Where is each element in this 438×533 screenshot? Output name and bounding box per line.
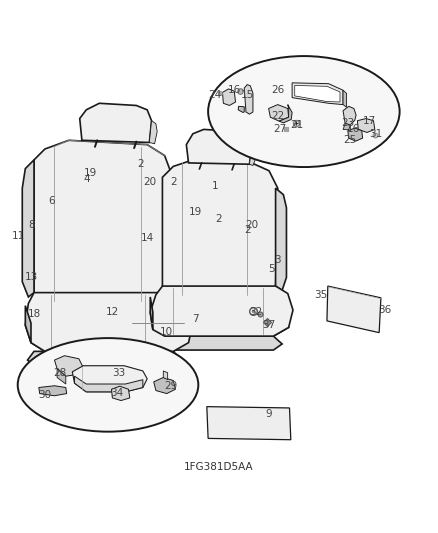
Polygon shape [28,351,180,366]
Polygon shape [34,140,171,303]
Text: 1: 1 [212,181,218,191]
Text: 2: 2 [138,159,144,169]
Text: 12: 12 [106,307,119,317]
Polygon shape [151,336,282,350]
Polygon shape [348,128,363,141]
Polygon shape [154,377,176,393]
Polygon shape [357,118,375,133]
Text: 6: 6 [48,196,55,206]
Polygon shape [268,104,289,121]
Text: 23: 23 [341,118,354,128]
Text: 2: 2 [244,224,251,235]
Text: 16: 16 [347,124,360,134]
Polygon shape [250,147,256,166]
Text: 9: 9 [266,409,272,419]
Polygon shape [117,295,199,347]
Polygon shape [22,160,34,297]
Polygon shape [343,90,346,107]
Polygon shape [163,371,168,379]
Text: 15: 15 [240,90,254,100]
Polygon shape [162,160,278,297]
Ellipse shape [18,338,198,432]
Text: 19: 19 [84,168,97,178]
Text: 32: 32 [249,307,263,317]
Text: 13: 13 [25,272,39,282]
Polygon shape [112,386,130,400]
Polygon shape [149,120,157,144]
Text: 20: 20 [245,220,258,230]
Text: 2: 2 [215,214,223,224]
Polygon shape [223,89,236,106]
Polygon shape [57,369,66,384]
Text: 4: 4 [83,174,89,184]
Polygon shape [74,376,143,392]
Text: 8: 8 [28,220,35,230]
Text: 21: 21 [291,120,304,130]
Polygon shape [25,305,31,343]
Polygon shape [238,107,244,112]
Polygon shape [244,85,253,114]
Polygon shape [31,314,188,351]
Polygon shape [327,286,381,333]
Text: 3: 3 [275,255,281,265]
Text: 19: 19 [188,207,201,217]
Text: 24: 24 [208,90,221,100]
Text: 33: 33 [112,368,126,378]
Polygon shape [343,124,350,130]
Polygon shape [150,286,293,336]
Text: 5: 5 [268,264,275,273]
Text: 18: 18 [28,309,41,319]
Polygon shape [276,188,286,290]
Text: 25: 25 [343,135,356,146]
Polygon shape [80,103,152,142]
Polygon shape [150,297,153,329]
Polygon shape [295,85,340,102]
Text: 34: 34 [110,387,124,398]
Polygon shape [153,303,289,336]
Polygon shape [25,293,193,351]
Polygon shape [292,83,343,104]
Text: 1FG381D5AA: 1FG381D5AA [184,462,254,472]
Text: 26: 26 [271,85,284,95]
Polygon shape [54,356,83,376]
Text: 16: 16 [228,85,241,95]
Text: 36: 36 [378,305,391,315]
Polygon shape [39,386,67,396]
Polygon shape [279,104,292,123]
Text: 20: 20 [143,176,156,187]
Text: 22: 22 [271,111,284,122]
Text: 17: 17 [363,116,376,126]
Text: 10: 10 [160,327,173,337]
Text: 30: 30 [39,390,52,400]
Text: 29: 29 [165,381,178,391]
Polygon shape [72,366,147,392]
Text: 31: 31 [369,129,382,139]
Text: 14: 14 [141,233,154,243]
Text: 37: 37 [262,320,276,330]
Text: 27: 27 [273,124,286,134]
Polygon shape [343,107,356,125]
Text: 35: 35 [314,290,328,300]
Text: 28: 28 [53,368,67,378]
Text: 11: 11 [12,231,25,241]
Polygon shape [207,407,291,440]
Ellipse shape [208,56,399,167]
Text: 2: 2 [170,176,177,187]
Polygon shape [186,130,252,164]
Text: 7: 7 [192,314,198,324]
